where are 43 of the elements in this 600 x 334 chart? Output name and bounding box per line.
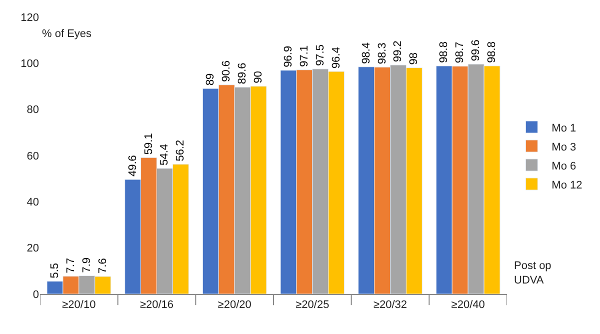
data-label: 7.7 [64,258,77,274]
data-label: 5.5 [48,263,61,278]
data-label: 89.6 [236,62,249,84]
legend-label: Mo 3 [552,141,576,154]
y-tick-label: 60 [26,150,39,162]
data-label: 98.4 [360,42,372,64]
y-tick-label: 40 [26,196,39,209]
y-tick-label: 0 [32,288,39,301]
data-label: 49.6 [126,155,139,177]
x-tick-label: ≥20/20 [218,299,252,312]
y-axis-title: % of Eyes [42,28,92,40]
x-tick-label: ≥20/16 [140,299,174,312]
data-label: 98.8 [486,42,498,63]
data-label: 99.6 [470,40,482,62]
data-label: 96.4 [330,47,342,68]
y-tick-label: 80 [26,104,39,116]
data-label: 90 [252,71,265,84]
data-label: 89 [204,73,217,86]
x-axis-title: Post op UDVA [514,260,552,286]
data-label: 54.4 [158,144,171,166]
data-label: 90.6 [220,60,233,82]
legend-label: Mo 12 [552,179,582,192]
x-tick-label: ≥20/32 [373,299,408,312]
data-label: 96.9 [282,46,294,68]
data-label: 98.7 [454,42,466,64]
data-label: 59.1 [142,133,155,155]
data-label: 7.6 [96,258,109,274]
x-tick-label: ≥20/25 [296,299,330,312]
x-tick-label: ≥20/40 [451,299,485,312]
y-tick-label: 120 [20,12,39,24]
data-label: 7.9 [80,257,93,273]
data-label: 99.2 [392,40,404,62]
data-label: 56.2 [174,140,187,162]
y-tick-label: 100 [20,58,39,70]
data-label: 97.5 [314,44,326,66]
legend-label: Mo 6 [552,160,576,172]
data-label: 98.8 [438,42,450,63]
data-label: 98.3 [376,42,388,64]
y-tick-label: 20 [26,242,39,255]
data-label: 98 [408,52,420,65]
x-tick-label: ≥20/10 [62,299,96,312]
data-label: 97.1 [298,45,310,67]
legend-label: Mo 1 [552,122,576,134]
